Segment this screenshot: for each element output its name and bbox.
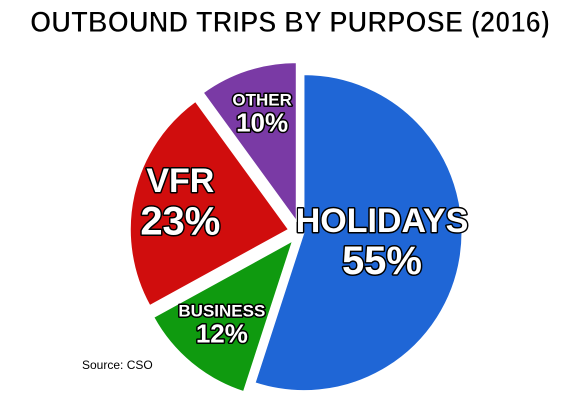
source-note: Source: CSO [82, 358, 153, 372]
value-label: 12% [196, 319, 248, 349]
chart-title: OUTBOUND TRIPS BY PURPOSE (2016) [30, 6, 550, 39]
slice-label: VFR [146, 162, 214, 200]
pie-slice [129, 100, 290, 307]
slice-label: OTHER [232, 91, 292, 110]
value-label: 10% [236, 108, 288, 138]
slice-label: BUSINESS [178, 302, 265, 321]
value-label: 23% [140, 200, 220, 244]
pie-slice [254, 74, 463, 392]
pie-slice [202, 62, 297, 223]
pie-slice [153, 240, 294, 393]
slice-label: HOLIDAYS [296, 202, 469, 240]
value-label: 55% [342, 239, 422, 283]
